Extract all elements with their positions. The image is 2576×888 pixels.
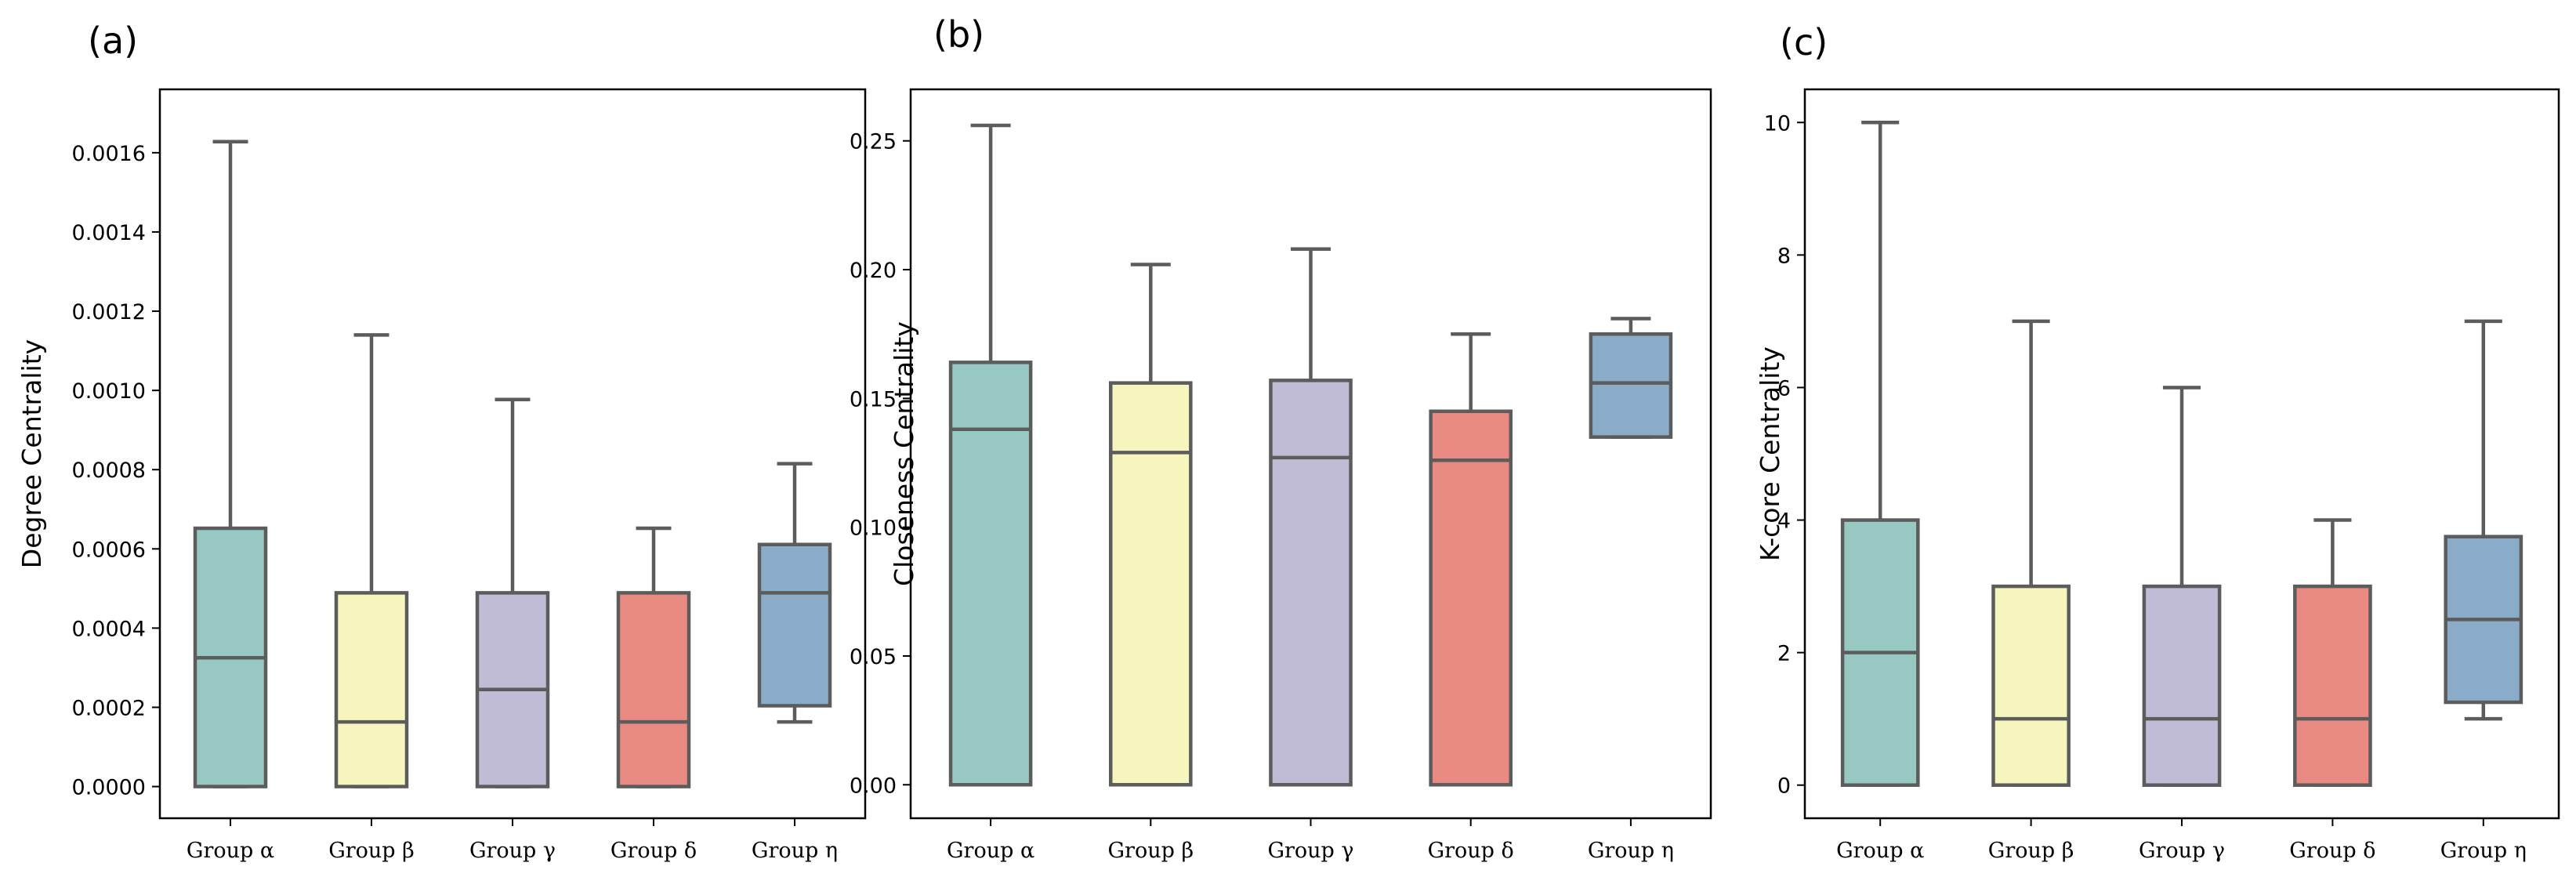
box-5 <box>2444 319 2523 721</box>
y-tick-label: 0.00 <box>850 774 897 798</box>
box-4 <box>616 526 691 788</box>
y-tick-label: 0.15 <box>850 387 897 411</box>
box-5 <box>1589 317 1673 439</box>
box-4 <box>2293 518 2372 787</box>
panel-1: (a) Group α Group β Group γ Group δ Group η 0.… <box>16 20 867 863</box>
box-3 <box>475 397 550 788</box>
y-tick-label: 0.20 <box>850 259 897 283</box>
iqr-box <box>757 542 832 708</box>
y-tick-label: 0.0016 <box>72 142 146 166</box>
iqr-box <box>1991 584 2071 787</box>
category-label: Group α <box>947 839 1034 863</box>
y-axis-title: Closeness Centrality <box>889 321 919 586</box>
y-tick-label: 0.0012 <box>72 300 146 324</box>
y-tick-label: 2 <box>1777 642 1791 666</box>
y-tick-label: 0.25 <box>850 130 897 154</box>
y-tick-label: 10 <box>1764 111 1791 136</box>
iqr-box <box>1109 381 1193 787</box>
box-3 <box>1269 247 1353 787</box>
y-tick-label: 4 <box>1777 509 1791 534</box>
category-label: Group γ <box>2139 839 2225 863</box>
category-label: Group γ <box>1267 839 1353 863</box>
box-1 <box>948 123 1033 787</box>
y-tick-label: 0.0014 <box>72 221 146 245</box>
box-5 <box>757 462 832 724</box>
iqr-box <box>334 591 409 788</box>
category-label: Group δ <box>2289 839 2375 863</box>
category-label: Group α <box>187 839 274 863</box>
category-label: Group η <box>2440 839 2527 863</box>
y-tick-label: 0.0008 <box>72 458 146 483</box>
y-tick-label: 0.0002 <box>72 696 146 720</box>
y-tick-label: 0 <box>1777 774 1791 799</box>
category-label: Group γ <box>469 839 556 863</box>
plot-frame <box>158 88 867 820</box>
box-4 <box>1429 332 1513 787</box>
y-axis-title: Degree Centrality <box>16 339 47 568</box>
y-tick-label: 0.0004 <box>72 617 146 641</box>
category-label: Group δ <box>610 839 697 863</box>
box-2 <box>334 333 409 788</box>
plot-frame <box>1803 88 2560 820</box>
panel-letter: (a) <box>88 20 138 62</box>
category-label: Group α <box>1836 839 1924 863</box>
category-label: Group δ <box>1428 839 1514 863</box>
panel-3: (c) Group α Group β Group γ Group δ Group η 0 2… <box>1755 21 2560 863</box>
category-label: Group β <box>328 839 415 863</box>
category-label: Group η <box>1588 839 1674 863</box>
panel-letter: (b) <box>933 13 984 56</box>
category-label: Group η <box>752 839 838 863</box>
y-tick-label: 0.10 <box>850 516 897 541</box>
box-1 <box>1840 121 1920 787</box>
panel-letter: (c) <box>1780 21 1828 63</box>
box-3 <box>2142 386 2222 787</box>
plot-frame <box>909 88 1712 820</box>
y-tick-label: 0.0010 <box>72 379 146 404</box>
box-2 <box>1991 319 2071 787</box>
y-axis-title: K-core Centrality <box>1755 346 1785 561</box>
y-tick-label: 0.0000 <box>72 776 146 800</box>
iqr-box <box>2293 584 2372 787</box>
y-tick-label: 0.05 <box>850 645 897 669</box>
iqr-box <box>1589 332 1673 439</box>
y-tick-label: 8 <box>1777 244 1791 268</box>
iqr-box <box>1269 379 1353 787</box>
iqr-box <box>2142 584 2222 787</box>
box-1 <box>193 140 268 788</box>
iqr-box <box>948 361 1033 787</box>
category-label: Group β <box>1988 839 2074 863</box>
iqr-box <box>616 591 691 788</box>
y-tick-label: 0.0006 <box>72 538 146 562</box>
category-label: Group β <box>1107 839 1194 863</box>
iqr-box <box>1429 409 1513 787</box>
y-tick-label: 6 <box>1777 376 1791 401</box>
panel-2: (b) Group α Group β Group γ Group δ Group η 0.… <box>850 13 1712 863</box>
box-2 <box>1109 263 1193 787</box>
